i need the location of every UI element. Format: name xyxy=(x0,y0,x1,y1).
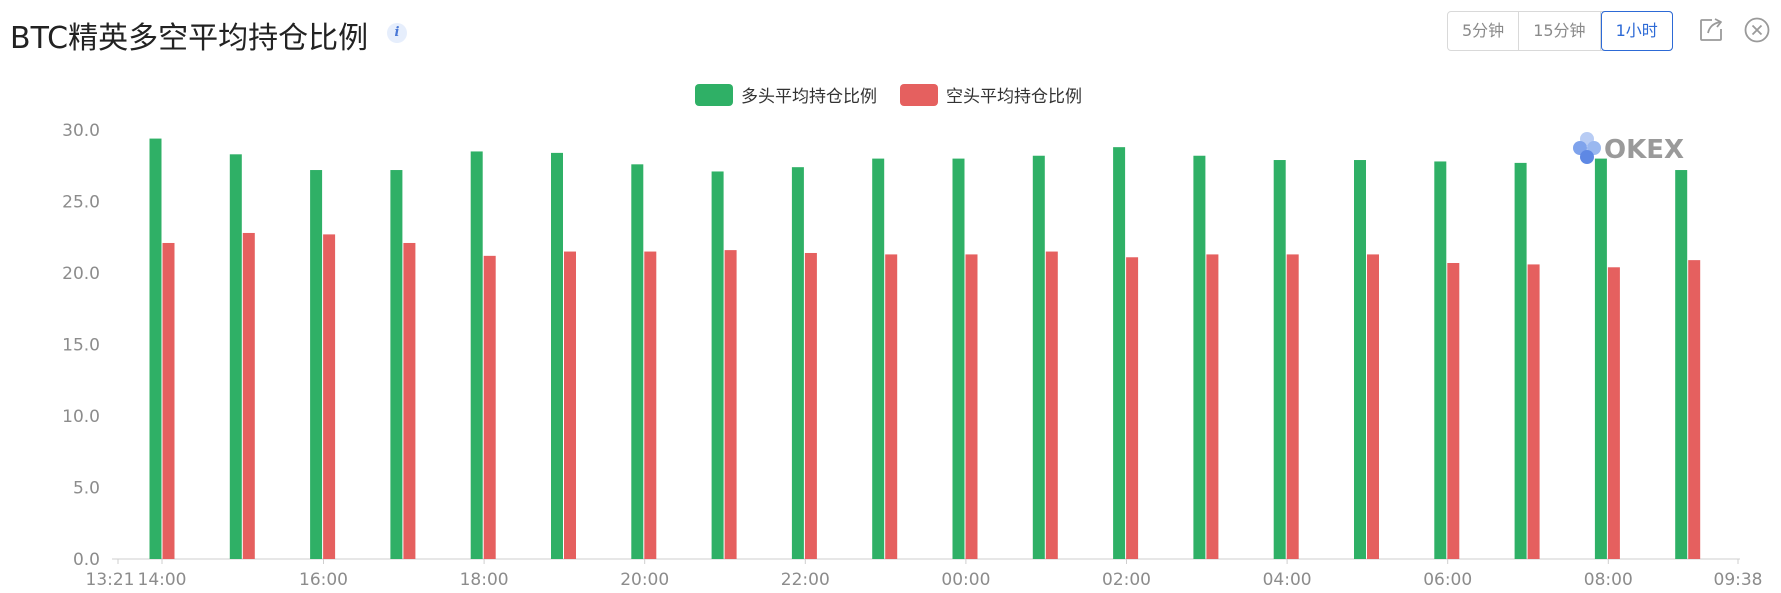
bar-short xyxy=(885,254,898,559)
okex-logo-text: OKEX xyxy=(1604,135,1684,165)
bar-short xyxy=(1527,264,1540,559)
bar-short xyxy=(724,250,737,559)
close-icon[interactable] xyxy=(1743,16,1771,44)
bar-short xyxy=(1286,254,1299,559)
bar-long xyxy=(390,170,403,559)
bar-short xyxy=(162,242,175,559)
x-tick-label: 09:38 xyxy=(1714,570,1763,590)
bar-long xyxy=(631,164,644,559)
share-icon[interactable] xyxy=(1697,16,1725,44)
bar-long xyxy=(1434,161,1447,559)
bar-long xyxy=(1273,160,1286,559)
y-tick-label: 20.0 xyxy=(62,264,100,284)
bar-long xyxy=(791,167,804,559)
bar-long xyxy=(1113,147,1126,559)
interval-15min-button[interactable]: 15分钟 xyxy=(1519,12,1601,50)
bar-long xyxy=(1032,155,1045,559)
bar-short xyxy=(1688,260,1701,559)
x-tick-label: 04:00 xyxy=(1263,570,1312,590)
legend-item-long[interactable]: 多头平均持仓比例 xyxy=(695,82,877,107)
bar-short xyxy=(564,251,576,560)
x-tick-label: 13:21 xyxy=(86,570,135,590)
bar-short xyxy=(1206,254,1219,559)
bar-long xyxy=(229,154,242,559)
x-tick-label: 18:00 xyxy=(460,570,509,590)
legend-swatch-long xyxy=(695,83,733,106)
y-tick-label: 15.0 xyxy=(62,336,100,356)
chart-header: BTC精英多空平均持仓比例 i 5分钟 15分钟 1小时 xyxy=(0,0,1781,62)
bar-short xyxy=(1447,262,1460,559)
y-tick-label: 30.0 xyxy=(62,121,100,141)
y-tick-label: 0.0 xyxy=(73,550,100,570)
bar-short xyxy=(403,242,416,559)
x-tick-label: 14:00 xyxy=(138,570,187,590)
bar-long xyxy=(1193,155,1206,559)
bar-short xyxy=(1367,254,1379,559)
x-tick-label: 16:00 xyxy=(299,570,348,590)
y-tick-label: 25.0 xyxy=(62,193,100,213)
bar-short xyxy=(242,232,255,559)
page-title: BTC精英多空平均持仓比例 xyxy=(10,21,369,56)
bar-long xyxy=(1514,162,1527,559)
bar-long xyxy=(1354,160,1366,559)
bar-short xyxy=(1045,251,1058,560)
bar-short xyxy=(965,254,978,559)
x-tick-label: 02:00 xyxy=(1102,570,1151,590)
x-tick-label: 20:00 xyxy=(620,570,669,590)
interval-selector: 5分钟 15分钟 1小时 xyxy=(1447,11,1673,51)
bar-long xyxy=(310,170,323,559)
x-tick-label: 08:00 xyxy=(1584,570,1633,590)
bar-long xyxy=(470,151,483,559)
info-icon[interactable]: i xyxy=(387,23,407,43)
bar-long xyxy=(1594,158,1607,559)
legend-label-short: 空头平均持仓比例 xyxy=(946,87,1082,107)
x-tick-label: 22:00 xyxy=(781,570,830,590)
bar-short xyxy=(1607,267,1620,559)
bar-long xyxy=(872,158,885,559)
legend-label-long: 多头平均持仓比例 xyxy=(741,87,877,107)
bar-chart: 0.0 5.0 10.0 15.0 20.0 25.0 30.0 13:21 14:00 16:0… xyxy=(62,121,1763,590)
bar-short xyxy=(804,252,817,560)
y-tick-label: 5.0 xyxy=(73,479,100,499)
okex-logo: OKEX xyxy=(1573,132,1684,165)
y-tick-label: 10.0 xyxy=(62,407,100,427)
bar-short xyxy=(323,234,336,559)
chart-legend: 多头平均持仓比例 空头平均持仓比例 xyxy=(0,82,1781,108)
x-tick-label: 00:00 xyxy=(941,570,990,590)
bar-short xyxy=(644,251,657,560)
x-tick-label: 06:00 xyxy=(1423,570,1472,590)
bar-long xyxy=(149,138,162,559)
interval-5min-button[interactable]: 5分钟 xyxy=(1448,12,1520,50)
bar-long xyxy=(952,158,965,559)
legend-swatch-short xyxy=(900,83,938,106)
bar-long xyxy=(1675,170,1688,559)
bar-long xyxy=(711,171,724,559)
legend-item-short[interactable]: 空头平均持仓比例 xyxy=(900,82,1082,107)
interval-1h-button[interactable]: 1小时 xyxy=(1600,11,1673,51)
bar-long xyxy=(551,152,563,559)
bar-short xyxy=(483,255,496,559)
bar-short xyxy=(1126,257,1139,559)
